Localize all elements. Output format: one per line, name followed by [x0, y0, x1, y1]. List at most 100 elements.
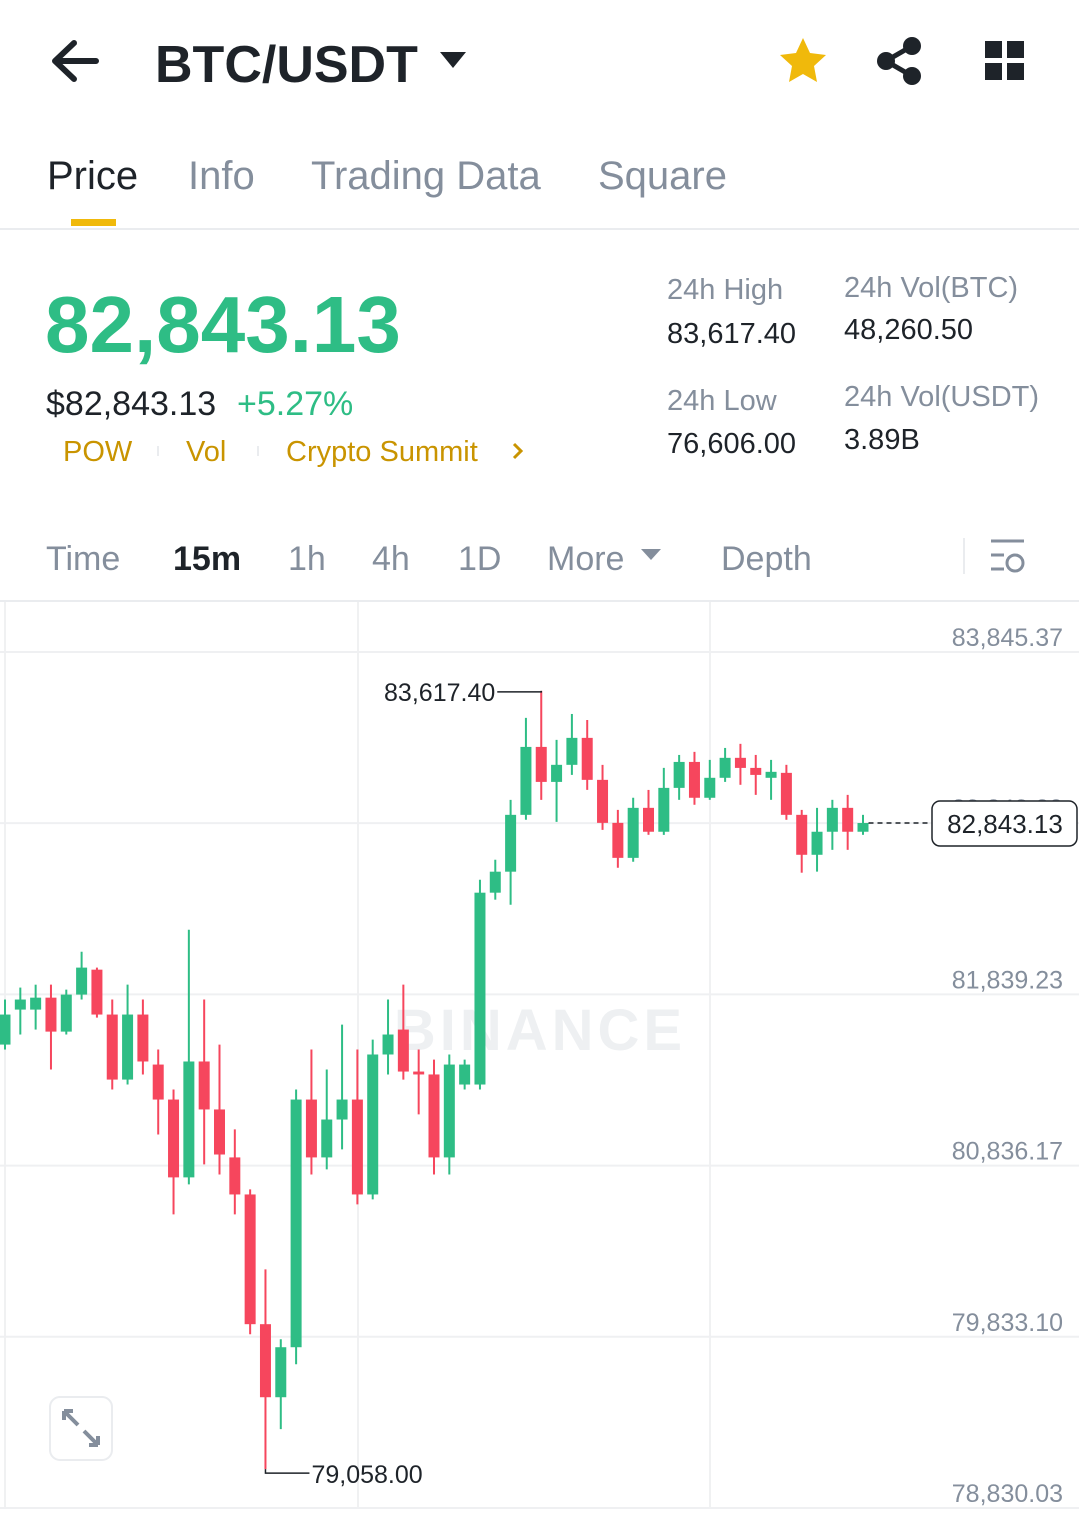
stat-label: 24h Vol(BTC): [844, 272, 1018, 304]
candle-body: [60, 994, 72, 1032]
menu-grid[interactable]: [985, 41, 1024, 80]
expand-button[interactable]: [49, 1396, 113, 1461]
candle-body: [183, 1061, 195, 1178]
stat-value: 3.89B: [844, 424, 920, 456]
candle-body: [612, 822, 624, 858]
favorite-star[interactable]: [780, 38, 826, 82]
stat-value: 76,606.00: [667, 428, 796, 460]
candle-body: [76, 967, 88, 995]
stat-label: 24h Vol(USDT): [844, 381, 1039, 413]
candle-body: [305, 1099, 317, 1158]
expand-box: [49, 1396, 113, 1461]
candle-body: [750, 767, 762, 775]
candle-body: [413, 1071, 425, 1075]
candle-body: [857, 823, 869, 832]
pair-dropdown[interactable]: [440, 52, 466, 68]
candle-body: [367, 1054, 379, 1195]
candle-body: [152, 1064, 164, 1100]
candle-body: [551, 764, 563, 782]
watermark: BINANCE: [394, 998, 686, 1063]
last-price-box: [931, 800, 1078, 847]
candle-body: [459, 1064, 471, 1085]
candle-body: [443, 1064, 455, 1158]
icon-gear: [1005, 553, 1025, 573]
pair-title[interactable]: BTC/USDT: [155, 36, 418, 94]
last-price: 82,843.13: [45, 280, 401, 369]
candle-body: [275, 1347, 287, 1398]
candle-body: [45, 997, 57, 1032]
low-marker: [264, 1469, 310, 1474]
candle-body: [719, 757, 731, 778]
candle-body: [244, 1194, 256, 1325]
tag-chevron[interactable]: [512, 442, 524, 460]
plot: 83,845.3782,842.3081,839.2380,836.1779,8…: [0, 624, 1079, 1509]
interval[interactable]: Depth: [721, 540, 812, 578]
candle-body: [30, 997, 42, 1010]
share-button[interactable]: [877, 37, 921, 85]
tab[interactable]: Square: [598, 154, 727, 198]
y-tick-label: 81,839.23: [952, 966, 1063, 994]
candle-body: [474, 892, 486, 1085]
y-tick-label: 78,830.03: [952, 1480, 1063, 1508]
candle-body: [597, 779, 609, 823]
candle-body: [811, 831, 823, 855]
candle-body: [765, 771, 777, 778]
candle-body: [489, 871, 501, 893]
grid-cell: [985, 63, 1002, 80]
candle-body: [704, 777, 716, 798]
tag[interactable]: POW: [63, 436, 133, 468]
candle-body: [122, 1014, 134, 1080]
usd-price: $82,843.13: [46, 385, 216, 423]
candle-body: [351, 1099, 363, 1195]
back-button[interactable]: [52, 40, 99, 82]
candle-body: [168, 1099, 180, 1178]
candle-body: [321, 1119, 333, 1158]
interval[interactable]: 1D: [458, 540, 501, 578]
candle-body: [14, 999, 26, 1010]
stat-value: 83,617.40: [667, 318, 796, 350]
candle-body: [566, 737, 578, 765]
y-tick-label: 80,836.17: [952, 1138, 1063, 1166]
candle-body: [137, 1014, 149, 1062]
tag[interactable]: Vol: [186, 436, 226, 468]
interval[interactable]: Time: [46, 540, 120, 578]
more-caret[interactable]: [641, 549, 661, 560]
candle-body: [826, 807, 838, 832]
candle-body: [91, 969, 103, 1015]
candle-body: [643, 807, 654, 832]
stat-label: 24h Low: [667, 385, 778, 417]
candle-body: [734, 757, 746, 768]
candle-body: [229, 1157, 241, 1195]
stat-value: 48,260.50: [844, 314, 973, 346]
chart-settings[interactable]: [991, 539, 1025, 573]
y-tick-label: 79,833.10: [952, 1309, 1063, 1337]
stat-label: 24h High: [667, 274, 783, 306]
candle-body: [106, 1014, 118, 1080]
candle-body: [796, 814, 808, 855]
candle-body: [214, 1109, 225, 1155]
interval[interactable]: 1h: [288, 540, 326, 578]
candle-body: [842, 807, 854, 832]
grid-cell: [985, 41, 1002, 58]
interval[interactable]: 4h: [372, 540, 410, 578]
candle-body: [688, 761, 700, 798]
candle-body: [336, 1099, 348, 1120]
tab[interactable]: Info: [188, 154, 255, 198]
interval-active[interactable]: 15m: [173, 540, 241, 578]
price-change: +5.27%: [237, 385, 353, 423]
tag[interactable]: Crypto Summit: [286, 436, 478, 468]
tab[interactable]: Trading Data: [311, 154, 542, 198]
candle-body: [259, 1324, 271, 1398]
tab-active[interactable]: Price: [47, 154, 138, 198]
candle-body: [627, 807, 639, 858]
back-arrow: [52, 40, 99, 82]
candle-body: [780, 772, 792, 815]
share-dot: [877, 52, 895, 70]
candle-body: [290, 1099, 302, 1348]
last-price-label: 82,843.13: [947, 809, 1063, 839]
candle-body: [428, 1074, 440, 1158]
y-tick-label: 83,845.37: [952, 624, 1063, 652]
interval[interactable]: More: [547, 540, 624, 578]
